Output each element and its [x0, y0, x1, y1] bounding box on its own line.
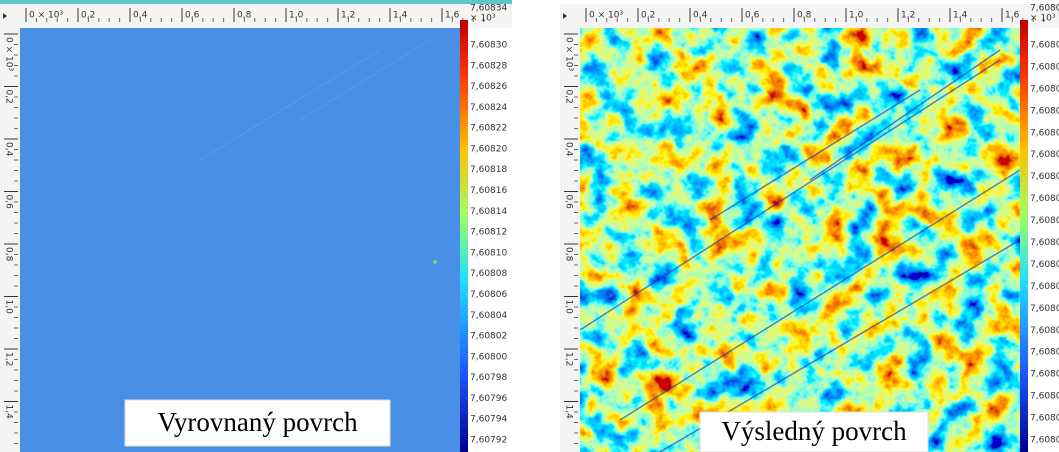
- y-ruler-label: 0,6: [4, 195, 14, 210]
- colorbar-label: 7,60802: [1030, 348, 1059, 358]
- colorbar-label: 7,60814: [470, 207, 507, 217]
- colorbar-label: 7,60804: [470, 311, 507, 321]
- colorbar-label: 7,60804: [1030, 41, 1059, 51]
- y-ruler-label: 0 × 10³: [4, 37, 14, 71]
- y-ruler-label: 0 × 10³: [564, 37, 574, 71]
- x-ruler-label: 1,4: [393, 11, 408, 21]
- x-ruler-label: 0,8: [797, 11, 812, 21]
- colorbar-top-label: 7,60834: [470, 4, 507, 14]
- y-ruler-label: 0,6: [564, 195, 574, 210]
- surface-map: [20, 28, 460, 452]
- colorbar-label: 7,60803: [1030, 150, 1059, 160]
- colorbar-label: 7,60803: [1030, 106, 1059, 116]
- y-ruler-label: 0,8: [564, 247, 574, 262]
- y-ruler-label: 0,4: [4, 142, 14, 157]
- colorbar-label: 7,60812: [470, 228, 507, 238]
- colorbar-label: 7,60803: [1030, 84, 1059, 94]
- colorbar-label: 7,60808: [470, 269, 507, 279]
- colorbar-label: 7,60796: [470, 394, 507, 404]
- colorbar-label: 7,60802: [1030, 326, 1059, 336]
- caption: Výsledný povrch: [721, 416, 907, 446]
- x-ruler-label: 1,4: [953, 11, 968, 21]
- colorbar: [1020, 20, 1028, 452]
- panel-result: 0 × 10³ 0,2 0,4 0,6 0,8 1,0 1,2 1,4 1,6 0 × 10³ 0,…: [560, 0, 1059, 452]
- colorbar-label: 7,60798: [470, 373, 507, 383]
- y-ruler-label: 1,4: [4, 405, 14, 420]
- panel-flattened: 0 × 10³ 0,2 0,4 0,6 0,8 1,0 1,2 1,4 1,6 0 × 10³ 0,…: [0, 0, 512, 452]
- y-ruler-label: 1,0: [564, 300, 574, 315]
- x-ruler-label: 0,6: [745, 11, 760, 21]
- x-ruler-label: 1,6: [445, 11, 460, 21]
- colorbar-label: 7,60803: [1030, 282, 1059, 292]
- colorbar-label: 7,60810: [470, 248, 507, 258]
- colorbar-label: 7,60803: [1030, 238, 1059, 248]
- x-ruler-label: 1,2: [901, 11, 915, 21]
- colorbar-label: 7,60816: [470, 186, 507, 196]
- spot: [433, 260, 437, 264]
- colorbar-label: 7,60822: [470, 124, 507, 134]
- x-ruler-label: 0,4: [133, 11, 148, 21]
- colorbar-label: 7,60792: [470, 436, 507, 446]
- x-ruler-label: 0,2: [641, 11, 655, 21]
- ruler-top-bar: [560, 0, 1059, 4]
- y-ruler-label: 1,2: [564, 352, 574, 366]
- colorbar-label: 7,60806: [470, 290, 507, 300]
- colorbar-label: 7,60803: [1030, 260, 1059, 270]
- colorbar-label: 7,60802: [1030, 304, 1059, 314]
- x-ruler-label: 1,2: [341, 11, 355, 21]
- x-ruler-label: 1,0: [849, 11, 864, 21]
- x-ruler-label: 0,2: [81, 11, 95, 21]
- x-ruler-label: 1,0: [289, 11, 304, 21]
- y-ruler-label: 0,2: [564, 90, 574, 104]
- colorbar-label: 7,60803: [1030, 216, 1059, 226]
- colorbar-label: 7,60804: [1030, 62, 1059, 72]
- colorbar-label: 7,60818: [470, 165, 507, 175]
- colorbar-label: 7,60830: [470, 41, 507, 51]
- ruler-top-bar: [0, 0, 512, 4]
- y-ruler-label: 0,2: [4, 90, 14, 104]
- x-ruler-label: 0 × 10³: [29, 11, 63, 21]
- x-ruler-label: 1,6: [1005, 11, 1020, 21]
- colorbar-top-label: 7,60804: [1030, 4, 1059, 14]
- colorbar: [460, 20, 468, 452]
- colorbar-label: 7,60803: [1030, 128, 1059, 138]
- page: 0 × 10³ 0,2 0,4 0,6 0,8 1,0 1,2 1,4 1,6 0 × 10³ 0,…: [0, 0, 1059, 452]
- colorbar-label: 7,60800: [470, 352, 507, 362]
- colorbar-unit: × 10³: [470, 14, 496, 24]
- y-ruler-label: 1,4: [564, 405, 574, 420]
- x-ruler-label: 0,8: [237, 11, 252, 21]
- colorbar-label: 7,60802: [470, 332, 507, 342]
- colorbar-label: 7,60828: [470, 61, 507, 71]
- colorbar-label: 7,60794: [470, 415, 507, 425]
- colorbar-label: 7,60803: [1030, 172, 1059, 182]
- y-ruler-label: 1,2: [4, 352, 14, 366]
- surface-map: [580, 28, 1020, 452]
- colorbar-unit: × 10³: [1030, 14, 1056, 24]
- y-ruler-label: 0,8: [4, 247, 14, 262]
- colorbar-label: 7,60826: [470, 82, 507, 92]
- colorbar-label: 7,60824: [470, 103, 507, 113]
- colorbar-label: 7,60802: [1030, 392, 1059, 402]
- x-ruler-label: 0 × 10³: [589, 11, 623, 21]
- colorbar-label: 7,60802: [1030, 414, 1059, 424]
- colorbar-label: 7,60803: [1030, 194, 1059, 204]
- top-ruler: [0, 0, 512, 28]
- x-ruler-label: 0,4: [693, 11, 708, 21]
- x-ruler-label: 0,6: [185, 11, 200, 21]
- colorbar-label: 7,60820: [470, 144, 507, 154]
- colorbar-label: 7,60802: [1030, 436, 1059, 446]
- y-ruler-label: 1,0: [4, 300, 14, 315]
- caption: Vyrovnaný povrch: [157, 407, 358, 437]
- y-ruler-label: 0,4: [564, 142, 574, 157]
- colorbar-label: 7,60802: [1030, 370, 1059, 380]
